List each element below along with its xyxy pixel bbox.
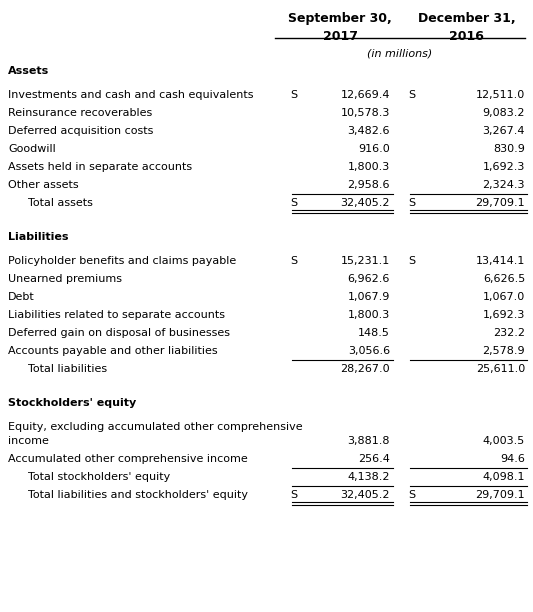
Text: 6,626.5: 6,626.5 [483,274,525,284]
Text: Liabilities: Liabilities [8,232,69,242]
Text: S: S [408,256,415,266]
Text: 32,405.2: 32,405.2 [341,490,390,500]
Text: 3,482.6: 3,482.6 [348,126,390,136]
Text: 32,405.2: 32,405.2 [341,198,390,208]
Text: 1,800.3: 1,800.3 [348,310,390,320]
Text: S: S [408,198,415,208]
Text: Total liabilities and stockholders' equity: Total liabilities and stockholders' equi… [28,490,248,500]
Text: Total liabilities: Total liabilities [28,364,107,374]
Text: Accounts payable and other liabilities: Accounts payable and other liabilities [8,346,217,356]
Text: income: income [8,436,49,446]
Text: 1,692.3: 1,692.3 [482,310,525,320]
Text: 4,138.2: 4,138.2 [348,472,390,482]
Text: 2,958.6: 2,958.6 [348,180,390,190]
Text: 29,709.1: 29,709.1 [475,490,525,500]
Text: 2017: 2017 [322,30,358,43]
Text: Stockholders' equity: Stockholders' equity [8,398,136,408]
Text: 9,083.2: 9,083.2 [482,108,525,118]
Text: (in millions): (in millions) [367,48,433,58]
Text: Unearned premiums: Unearned premiums [8,274,122,284]
Text: Deferred acquisition costs: Deferred acquisition costs [8,126,154,136]
Text: 29,709.1: 29,709.1 [475,198,525,208]
Text: Accumulated other comprehensive income: Accumulated other comprehensive income [8,454,248,464]
Text: Investments and cash and cash equivalents: Investments and cash and cash equivalent… [8,90,254,100]
Text: 2,578.9: 2,578.9 [482,346,525,356]
Text: 3,056.6: 3,056.6 [348,346,390,356]
Text: Debt: Debt [8,292,35,302]
Text: 830.9: 830.9 [493,144,525,154]
Text: 232.2: 232.2 [493,328,525,338]
Text: 25,611.0: 25,611.0 [476,364,525,374]
Text: Total assets: Total assets [28,198,93,208]
Text: Goodwill: Goodwill [8,144,56,154]
Text: 3,881.8: 3,881.8 [348,436,390,446]
Text: 10,578.3: 10,578.3 [341,108,390,118]
Text: S: S [290,256,297,266]
Text: 1,800.3: 1,800.3 [348,162,390,172]
Text: 4,098.1: 4,098.1 [482,472,525,482]
Text: 148.5: 148.5 [358,328,390,338]
Text: 6,962.6: 6,962.6 [348,274,390,284]
Text: December 31,: December 31, [418,12,515,25]
Text: 916.0: 916.0 [358,144,390,154]
Text: 2016: 2016 [449,30,484,43]
Text: 1,692.3: 1,692.3 [482,162,525,172]
Text: 4,003.5: 4,003.5 [483,436,525,446]
Text: S: S [290,198,297,208]
Text: 15,231.1: 15,231.1 [341,256,390,266]
Text: Deferred gain on disposal of businesses: Deferred gain on disposal of businesses [8,328,230,338]
Text: 12,669.4: 12,669.4 [341,90,390,100]
Text: 2,324.3: 2,324.3 [482,180,525,190]
Text: 12,511.0: 12,511.0 [476,90,525,100]
Text: Liabilities related to separate accounts: Liabilities related to separate accounts [8,310,225,320]
Text: 3,267.4: 3,267.4 [482,126,525,136]
Text: 13,414.1: 13,414.1 [475,256,525,266]
Text: S: S [290,490,297,500]
Text: 1,067.9: 1,067.9 [348,292,390,302]
Text: September 30,: September 30, [288,12,392,25]
Text: S: S [408,90,415,100]
Text: Equity, excluding accumulated other comprehensive: Equity, excluding accumulated other comp… [8,422,303,432]
Text: 94.6: 94.6 [500,454,525,464]
Text: S: S [290,90,297,100]
Text: Assets held in separate accounts: Assets held in separate accounts [8,162,192,172]
Text: 256.4: 256.4 [358,454,390,464]
Text: 1,067.0: 1,067.0 [483,292,525,302]
Text: S: S [408,490,415,500]
Text: Reinsurance recoverables: Reinsurance recoverables [8,108,152,118]
Text: Total stockholders' equity: Total stockholders' equity [28,472,170,482]
Text: 28,267.0: 28,267.0 [341,364,390,374]
Text: Assets: Assets [8,66,49,76]
Text: Other assets: Other assets [8,180,79,190]
Text: Policyholder benefits and claims payable: Policyholder benefits and claims payable [8,256,236,266]
